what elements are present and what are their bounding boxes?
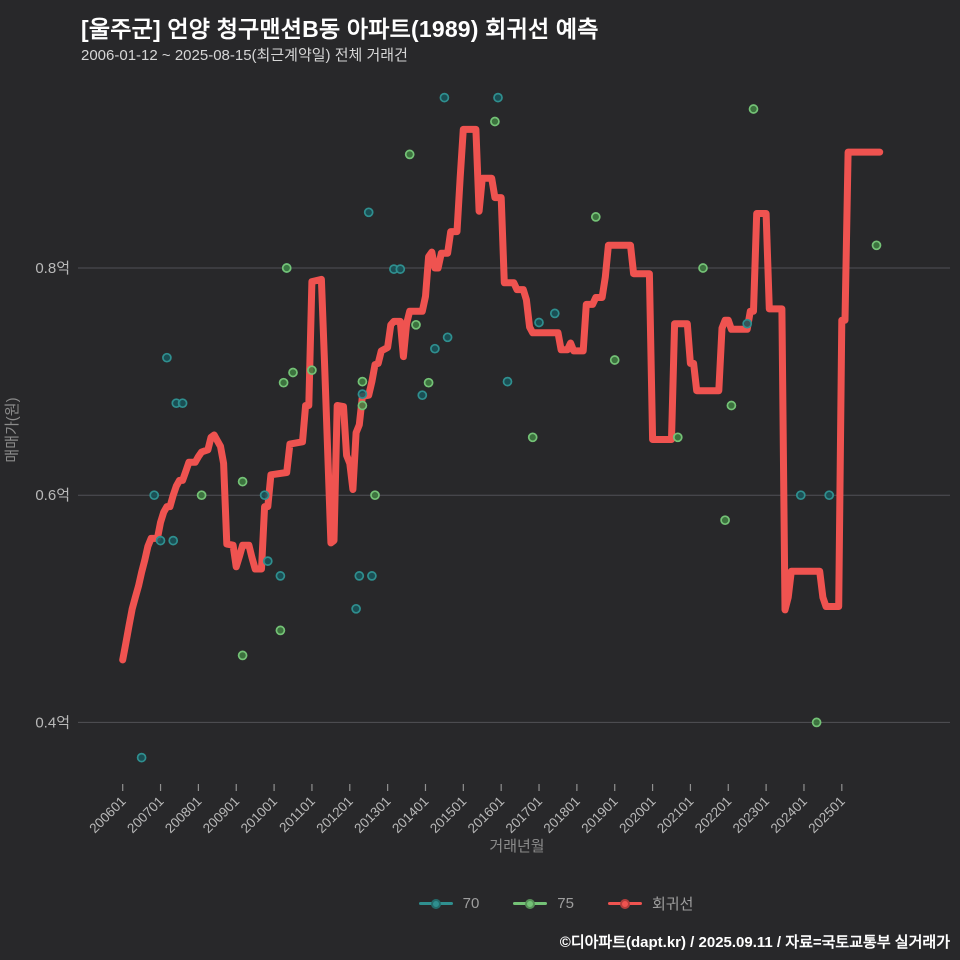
scatter-point-70 xyxy=(275,571,286,581)
legend-dot-icon xyxy=(619,898,630,909)
scatter-point-75 xyxy=(726,400,737,411)
scatter-point-70 xyxy=(162,352,172,363)
scatter-point-70 xyxy=(502,376,513,387)
scatter-point-70 xyxy=(442,332,453,343)
x-tick-label: 201801 xyxy=(541,794,583,836)
x-axis: 2006012007012008012009012010012011012012… xyxy=(86,784,848,836)
legend-label: 75 xyxy=(557,895,574,912)
scatter-point-70 xyxy=(357,389,368,399)
x-tick-label: 202001 xyxy=(616,794,658,836)
scatter-point-70 xyxy=(149,490,160,501)
scatter-point-75 xyxy=(609,355,620,365)
scatter-point-70 xyxy=(351,603,361,614)
scatter-point-70 xyxy=(430,343,440,354)
chart-title: [울주군] 언양 청구맨션B동 아파트(1989) 회귀선 예측 xyxy=(81,16,599,42)
scatter-point-75 xyxy=(196,490,207,501)
x-tick-label: 202301 xyxy=(730,794,772,836)
scatter-point-75 xyxy=(411,319,421,330)
scatter-point-70 xyxy=(742,318,753,329)
scatter-point-70 xyxy=(367,571,377,581)
y-axis-title: 매매가(원) xyxy=(4,397,21,462)
x-tick-label: 200701 xyxy=(124,794,166,836)
scatter-point-70 xyxy=(395,264,406,274)
scatter-point-70 xyxy=(493,92,503,103)
legend-label: 회귀선 xyxy=(651,896,694,913)
scatter-point-75 xyxy=(672,432,683,443)
legend-item-75[interactable]: 75 xyxy=(513,895,574,912)
regression-line xyxy=(119,125,884,664)
scatter-point-70 xyxy=(417,390,428,401)
x-tick-label: 202101 xyxy=(654,794,696,836)
scatter-point-75 xyxy=(404,149,415,160)
scatter-point-70 xyxy=(363,207,374,218)
x-tick-label: 202401 xyxy=(768,794,810,836)
scatter-point-75 xyxy=(590,212,601,222)
x-tick-label: 200801 xyxy=(162,794,204,836)
x-tick-label: 201601 xyxy=(465,794,507,836)
scatter-series-75 xyxy=(196,104,882,728)
scatter-point-75 xyxy=(871,240,882,251)
y-tick-label: 0.8억 xyxy=(35,260,70,277)
scatter-point-75 xyxy=(698,263,708,273)
scatter-point-75 xyxy=(275,625,286,636)
footer-credit: ©디아파트(dapt.kr) / 2025.09.11 / 자료=국토교통부 실… xyxy=(559,934,950,951)
legend-line-icon xyxy=(513,898,548,909)
x-tick-label: 201701 xyxy=(503,794,545,836)
x-tick-label: 201301 xyxy=(351,794,393,836)
legend-item-70[interactable]: 70 xyxy=(418,895,480,912)
scatter-point-70 xyxy=(168,535,179,546)
scatter-point-70 xyxy=(177,398,188,409)
scatter-point-70 xyxy=(155,535,166,546)
scatter-point-70 xyxy=(824,490,835,501)
legend: 70 75 회귀선 xyxy=(76,893,960,914)
scatter-point-70 xyxy=(534,317,544,328)
x-tick-label: 201401 xyxy=(389,794,431,836)
scatter-point-75 xyxy=(490,116,500,127)
gridlines: 0.4억 0.6억 0.8억 xyxy=(35,260,950,731)
scatter-point-75 xyxy=(357,376,368,387)
scatter-point-70 xyxy=(354,571,365,581)
y-tick-label: 0.6억 xyxy=(35,487,70,504)
legend-dot-icon xyxy=(525,898,536,909)
scatter-point-70 xyxy=(439,92,450,103)
legend-dot-icon xyxy=(430,898,441,909)
scatter-point-75 xyxy=(237,476,248,487)
legend-line-icon xyxy=(607,898,642,909)
scatter-point-75 xyxy=(527,432,538,443)
x-tick-label: 201501 xyxy=(427,794,469,836)
scatter-point-75 xyxy=(811,717,822,728)
scatter-point-70 xyxy=(136,752,147,763)
scatter-point-75 xyxy=(281,263,292,273)
scatter-point-75 xyxy=(278,377,289,388)
scatter-point-75 xyxy=(288,367,298,378)
scatter-series-70 xyxy=(136,92,835,763)
scatter-point-75 xyxy=(748,104,759,114)
legend-label: 70 xyxy=(462,895,480,912)
scatter-point-75 xyxy=(423,377,434,388)
legend-line-icon xyxy=(418,898,453,909)
x-tick-label: 200901 xyxy=(200,794,242,836)
x-tick-label: 201001 xyxy=(238,794,280,836)
x-tick-label: 201901 xyxy=(578,794,620,836)
x-axis-title: 거래년월 xyxy=(489,838,544,855)
x-tick-label: 202201 xyxy=(692,794,734,836)
scatter-point-75 xyxy=(370,490,380,501)
x-tick-label: 201101 xyxy=(276,794,318,836)
scatter-point-75 xyxy=(307,365,317,376)
scatter-point-75 xyxy=(237,650,248,661)
scatter-point-75 xyxy=(720,515,730,526)
scatter-point-75 xyxy=(357,400,368,411)
x-tick-label: 202501 xyxy=(805,794,847,836)
scatter-point-70 xyxy=(795,490,806,501)
legend-item-regression[interactable]: 회귀선 xyxy=(607,893,694,914)
y-tick-label: 0.4억 xyxy=(35,714,70,731)
scatter-point-70 xyxy=(259,490,270,501)
scatter-point-70 xyxy=(549,308,560,319)
x-tick-label: 200601 xyxy=(86,794,128,836)
scatter-point-70 xyxy=(262,556,273,566)
x-tick-label: 201201 xyxy=(313,794,355,836)
chart-subtitle: 2006-01-12 ~ 2025-08-15(최근계약일) 전체 거래건 xyxy=(81,47,408,64)
